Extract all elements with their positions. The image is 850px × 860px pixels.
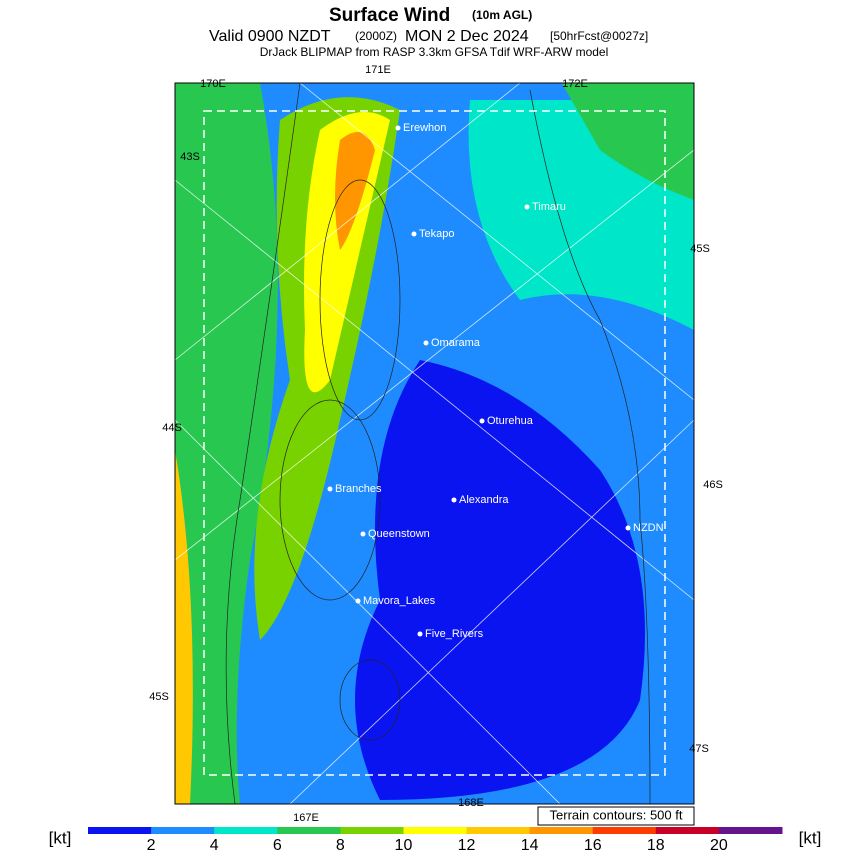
place-label: Alexandra [459,494,509,506]
graticule-label: 172E [562,78,588,90]
place-dot [360,531,366,537]
title: Surface Wind [329,5,450,26]
colorbar-label: 12 [458,837,476,854]
colorbar-segment [340,827,404,834]
place-dot [411,231,417,237]
colorbar-segment [151,827,215,834]
graticule-label: 168E [458,797,484,809]
terrain-note: Terrain contours: 500 ft [550,807,683,822]
place-label: Mavora_Lakes [363,595,436,607]
unit-right: [kt] [799,828,822,847]
place-label: Oturehua [487,415,534,427]
valid: Valid 0900 NZDT [209,28,331,45]
colorbar-segment [88,827,152,834]
place-label: Erewhon [403,122,446,134]
colorbar-label: 6 [273,837,282,854]
forecast: [50hrFcst@0027z] [550,29,648,43]
colorbar-label: 10 [395,837,413,854]
colorbar-label: 4 [210,837,219,854]
place-dot [423,340,429,346]
graticule-label: 46S [703,479,723,491]
colorbar-segment [655,827,720,834]
colorbar-segment [592,827,657,834]
date: MON 2 Dec 2024 [405,28,529,45]
place-label: Timaru [532,201,566,213]
place-label: Tekapo [419,228,454,240]
graticule-label: 45S [149,691,169,703]
colorbar-label: 14 [521,837,539,854]
title-note: (10m AGL) [472,8,532,22]
place-dot [524,204,530,210]
graticule-label: 170E [200,78,226,90]
place-label: Queenstown [368,528,430,540]
colorbar-segment [277,827,341,834]
colorbar-label: 16 [584,837,602,854]
graticule-label: 47S [689,743,709,755]
graticule-label: 44S [162,422,182,434]
place-label: Five_Rivers [425,628,484,640]
colorbar-label: 18 [647,837,665,854]
graticule-label: 167E [293,812,319,824]
colorbar-label: 20 [710,837,728,854]
place-dot [479,418,485,424]
place-label: NZDN [633,522,664,534]
graticule-label: 171E [365,64,391,76]
place-dot [625,525,631,531]
wind-field [175,83,694,804]
place-dot [395,125,401,131]
colorbar-label: 2 [147,837,156,854]
place-dot [355,598,361,604]
graticule-label: 43S [180,151,200,163]
place-label: Branches [335,483,382,495]
colorbar-segment [718,827,783,834]
colorbar-segment [466,827,531,834]
place-dot [327,486,333,492]
terrain-box [537,806,695,826]
unit-left: [kt] [49,828,72,847]
colorbar-segment [529,827,594,834]
colorbar-segment [214,827,278,834]
place-label: Omarama [431,337,481,349]
graticule-label: 45S [690,243,710,255]
colorbar-label: 8 [336,837,345,854]
map-frame [174,82,695,805]
place-dot [451,497,457,503]
place-dot [417,631,423,637]
utc: (2000Z) [355,29,397,43]
source: DrJack BLIPMAP from RASP 3.3km GFSA Tdif… [260,45,609,59]
colorbar-segment [403,827,468,834]
